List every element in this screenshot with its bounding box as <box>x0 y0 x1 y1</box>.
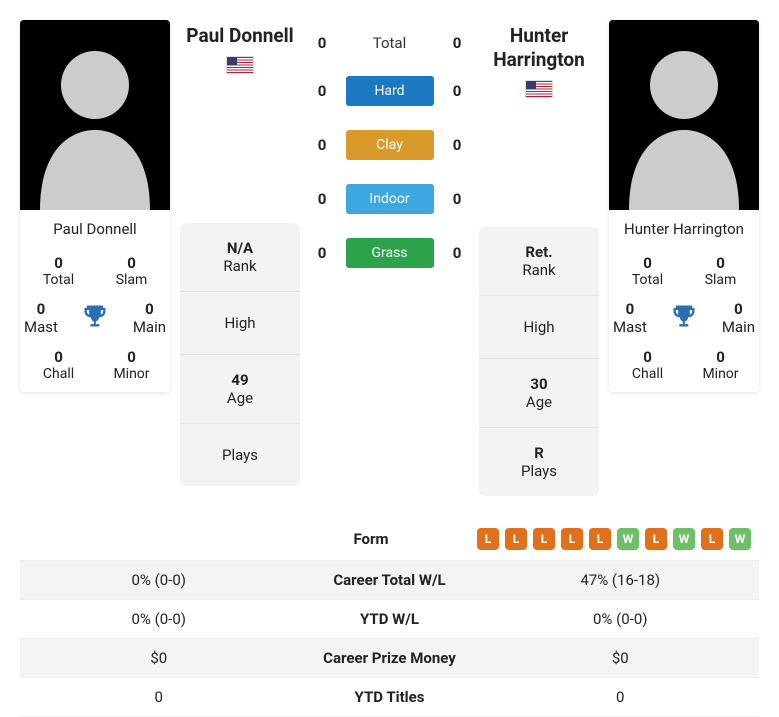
h2h-right-score: 0 <box>445 82 469 100</box>
rank-card-left: N/A Rank High 49 Age Plays <box>180 223 300 486</box>
surface-label: Indoor <box>346 184 434 214</box>
form-chip-loss: L <box>561 528 583 550</box>
compare-row: 0% (0-0)YTD W/L0% (0-0) <box>20 600 759 639</box>
h2h-left-score: 0 <box>310 34 334 52</box>
form-chip-loss: L <box>701 528 723 550</box>
h2h-row: 0 Indoor 0 <box>310 184 469 214</box>
compare-right-value: $0 <box>490 649 752 667</box>
h2h-row: 0 Clay 0 <box>310 130 469 160</box>
rank-age: 30 Age <box>479 359 599 428</box>
titles-minor: 0 Minor <box>684 348 757 382</box>
h2h-right-score: 0 <box>445 244 469 262</box>
compare-label: Career Total W/L <box>290 571 490 589</box>
titles-minor: 0 Minor <box>95 348 168 382</box>
titles-grid-right: 0 Total 0 Slam 0 Mast 0 Main <box>609 250 759 392</box>
h2h-right-score: 0 <box>445 136 469 154</box>
form-chip-loss: L <box>477 528 499 550</box>
titles-grid-left: 0 Total 0 Slam 0 Mast 0 Main <box>20 250 170 392</box>
player-card-left: Paul Donnell 0 Total 0 Slam 0 Mast 0 <box>20 20 170 392</box>
form-chips: LLLLLWLWLW <box>471 528 751 550</box>
compare-row-form: FormLLLLLWLWLW <box>20 518 759 561</box>
rank-high: High <box>479 296 599 359</box>
rank-current: N/A Rank <box>180 223 300 292</box>
rank-high: High <box>180 292 300 355</box>
h2h-right-score: 0 <box>445 34 469 52</box>
h2h-left-score: 0 <box>310 190 334 208</box>
h2h-row: 0 Grass 0 <box>310 238 469 268</box>
form-chip-loss: L <box>589 528 611 550</box>
titles-total: 0 Total <box>22 254 95 288</box>
comparison-table: FormLLLLLWLWLW0% (0-0)Career Total W/L47… <box>20 518 759 717</box>
compare-label: YTD Titles <box>290 688 490 706</box>
trophy-icon <box>670 302 698 334</box>
titles-total: 0 Total <box>611 254 684 288</box>
h2h-column: 0 Total 0 0 Hard 0 0 Clay 0 0 Indoor 0 0 Grass 0 <box>310 20 469 292</box>
player-name-block-left: Paul Donnell <box>180 20 300 78</box>
player-name-left-card: Paul Donnell <box>20 210 170 250</box>
titles-chall: 0 Chall <box>22 348 95 382</box>
h2h-row: 0 Hard 0 <box>310 76 469 106</box>
titles-chall: 0 Chall <box>611 348 684 382</box>
compare-row: $0Career Prize Money$0 <box>20 639 759 678</box>
h2h-right-score: 0 <box>445 190 469 208</box>
compare-right-value: 0% (0-0) <box>490 610 752 628</box>
player-name-right-card: Hunter Harrington <box>609 210 759 250</box>
form-chip-loss: L <box>533 528 555 550</box>
form-chip-loss: L <box>505 528 527 550</box>
player-name-left: Paul Donnell <box>180 24 300 48</box>
rank-plays: R Plays <box>479 428 599 496</box>
titles-slam: 0 Slam <box>95 254 168 288</box>
h2h-left-score: 0 <box>310 244 334 262</box>
rank-current: Ret. Rank <box>479 227 599 296</box>
flag-icon-left <box>226 56 254 74</box>
compare-left-value: 0 <box>28 688 290 706</box>
form-chip-win: W <box>617 528 639 550</box>
surface-label: Grass <box>346 238 434 268</box>
compare-row: 0YTD Titles0 <box>20 678 759 717</box>
form-chip-win: W <box>673 528 695 550</box>
left-header-column: Paul Donnell N/A Rank High 49 Age Plays <box>180 20 300 486</box>
surface-label: Hard <box>346 76 434 106</box>
compare-right-value: 0 <box>490 688 752 706</box>
titles-main: 0 Main <box>722 300 755 336</box>
player-name-block-right: Hunter Harrington <box>479 20 599 102</box>
compare-left-value: 0% (0-0) <box>28 610 290 628</box>
compare-left-value: 0% (0-0) <box>28 571 290 589</box>
titles-slam: 0 Slam <box>684 254 757 288</box>
titles-trophy-row: 0 Mast 0 Main <box>611 300 757 336</box>
player-name-right: Hunter Harrington <box>479 24 599 72</box>
surface-label: Clay <box>346 130 434 160</box>
compare-label: Form <box>271 530 471 548</box>
form-chip-loss: L <box>645 528 667 550</box>
player-photo-left <box>20 20 170 210</box>
compare-row: 0% (0-0)Career Total W/L47% (16-18) <box>20 561 759 600</box>
compare-right-value: 47% (16-18) <box>490 571 752 589</box>
titles-main: 0 Main <box>133 300 166 336</box>
rank-card-right: Ret. Rank High 30 Age R Plays <box>479 227 599 496</box>
compare-label: Career Prize Money <box>290 649 490 667</box>
titles-mast: 0 Mast <box>613 300 647 336</box>
right-header-column: Hunter Harrington Ret. Rank High 30 Age … <box>479 20 599 496</box>
flag-icon-right <box>525 80 553 98</box>
top-section: Paul Donnell 0 Total 0 Slam 0 Mast 0 <box>20 20 759 496</box>
player-card-right: Hunter Harrington 0 Total 0 Slam 0 Mast … <box>609 20 759 392</box>
trophy-icon <box>81 302 109 334</box>
player-photo-right <box>609 20 759 210</box>
h2h-left-score: 0 <box>310 136 334 154</box>
h2h-left-score: 0 <box>310 82 334 100</box>
titles-mast: 0 Mast <box>24 300 58 336</box>
titles-trophy-row: 0 Mast 0 Main <box>22 300 168 336</box>
h2h-row: 0 Total 0 <box>310 34 469 52</box>
compare-label: YTD W/L <box>290 610 490 628</box>
rank-age: 49 Age <box>180 355 300 424</box>
rank-plays: Plays <box>180 424 300 486</box>
form-chip-win: W <box>729 528 751 550</box>
surface-label: Total <box>346 34 434 52</box>
compare-right-value: LLLLLWLWLW <box>471 528 751 550</box>
compare-left-value: $0 <box>28 649 290 667</box>
